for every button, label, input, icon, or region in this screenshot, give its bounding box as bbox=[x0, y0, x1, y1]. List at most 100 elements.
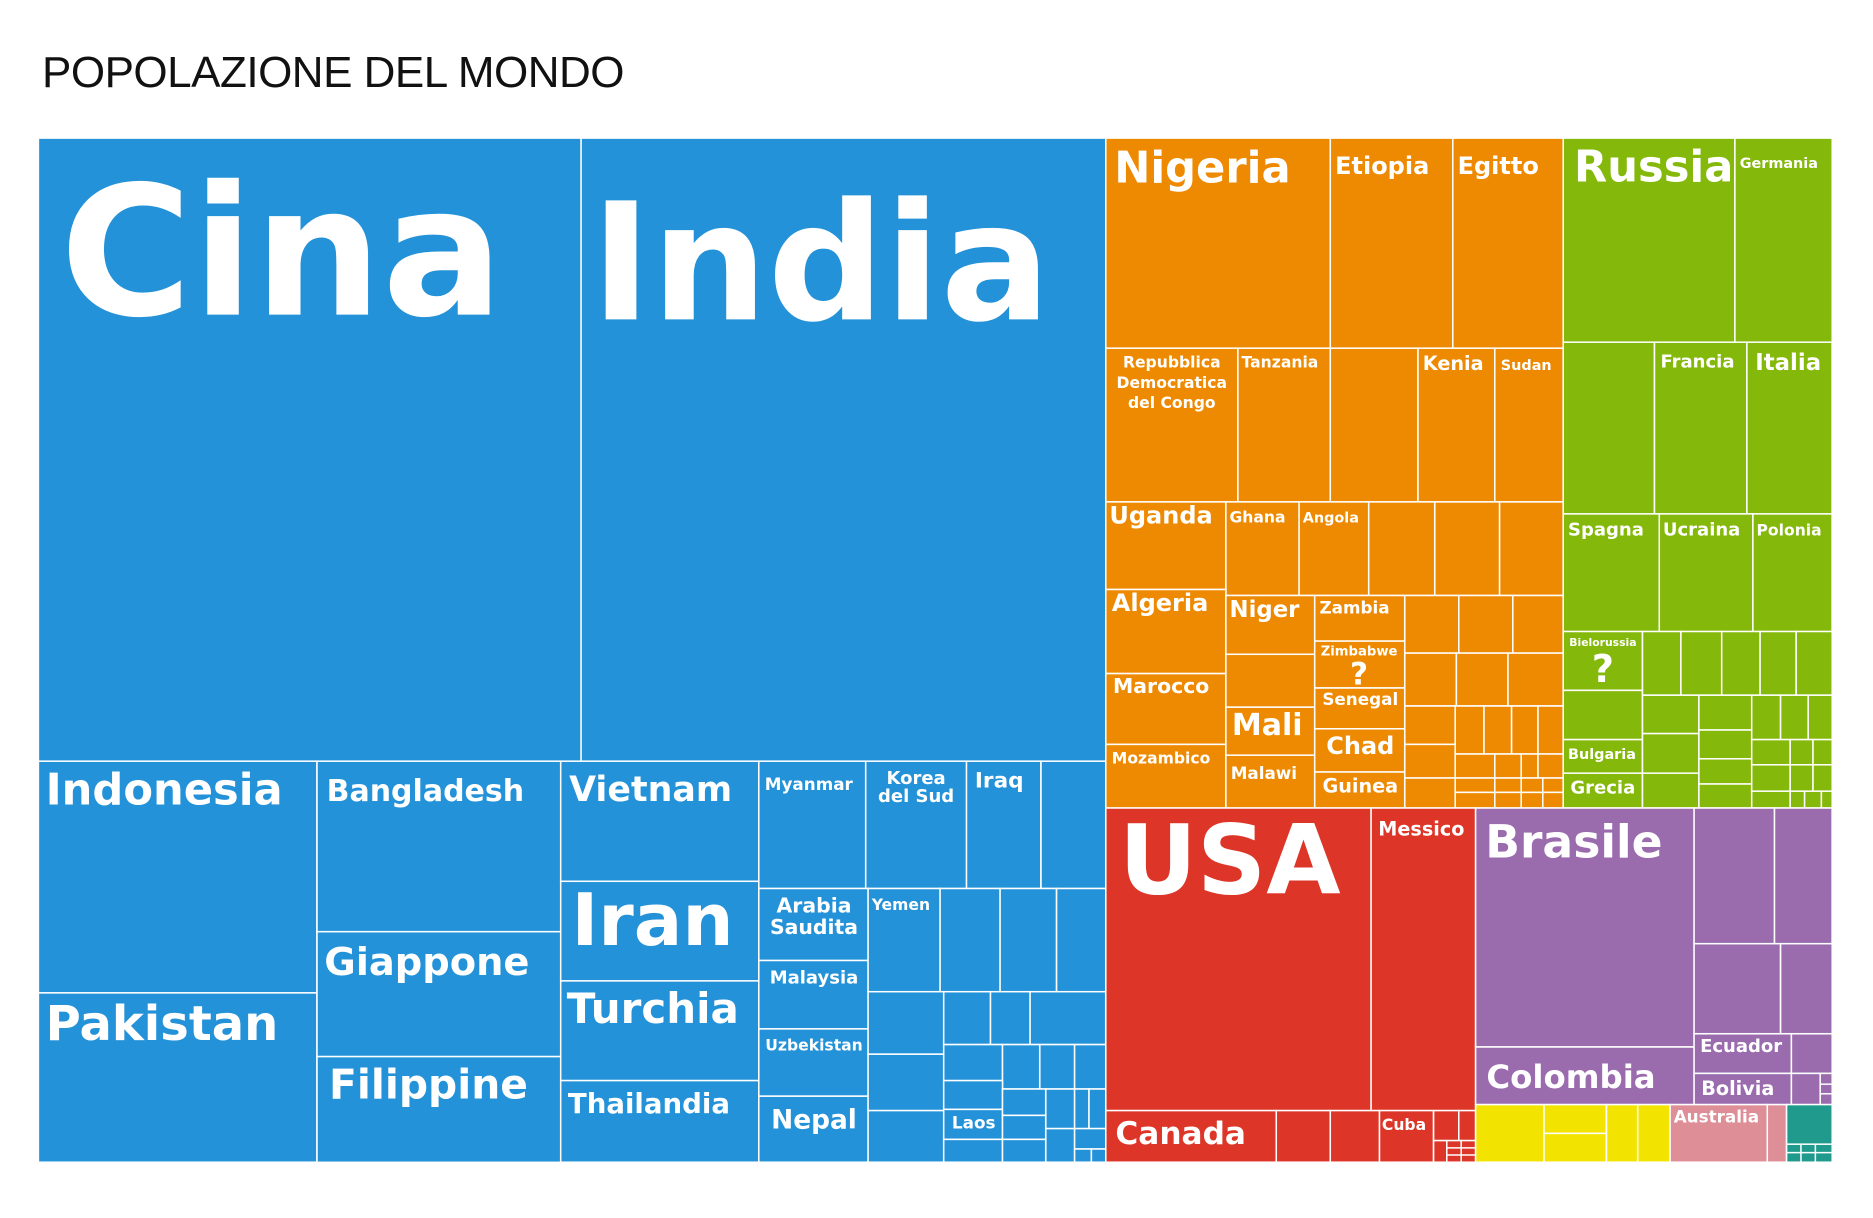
cell-bulgaria bbox=[1562, 738, 1644, 774]
country-label: Nepal bbox=[771, 1105, 857, 1136]
cell-africa-small bbox=[1454, 705, 1485, 755]
cell-asia-small bbox=[942, 1138, 1004, 1163]
cell-nepal bbox=[758, 1095, 869, 1163]
country-label: Canada bbox=[1115, 1116, 1246, 1152]
country-label: Guinea bbox=[1322, 774, 1398, 797]
cell-zimbabwe bbox=[1313, 640, 1406, 689]
cell-asia-small bbox=[942, 1079, 1004, 1111]
cell-uzbekistan bbox=[758, 1028, 869, 1097]
cell-asia-small bbox=[1088, 1088, 1107, 1130]
cell-africa-small bbox=[1404, 777, 1456, 809]
cell-oceania-small bbox=[1766, 1103, 1788, 1163]
country-label: Mali bbox=[1232, 708, 1303, 743]
cell-sa-small bbox=[1773, 807, 1833, 945]
country-label: Bolivia bbox=[1701, 1077, 1774, 1100]
cell-europe-small bbox=[1750, 790, 1791, 809]
cell-asia-small bbox=[989, 990, 1031, 1046]
cell-germania bbox=[1734, 137, 1833, 343]
country-label: Senegal bbox=[1322, 689, 1398, 709]
country-label: Ecuador bbox=[1700, 1036, 1782, 1057]
cell-africa-small bbox=[1537, 705, 1564, 755]
country-label: Arabia bbox=[777, 894, 852, 918]
cell-korea bbox=[864, 760, 968, 890]
cell-africa-small bbox=[1520, 777, 1544, 794]
cell-india bbox=[580, 137, 1107, 762]
cell-spagna bbox=[1562, 513, 1661, 633]
country-label: USA bbox=[1119, 804, 1341, 916]
cell-canada bbox=[1105, 1109, 1278, 1163]
cell-asia-small bbox=[1029, 990, 1107, 1046]
cell-sa-small bbox=[1779, 942, 1833, 1035]
cell-europe-small bbox=[1698, 783, 1753, 809]
cell-asia-small bbox=[1001, 1114, 1047, 1141]
country-label: Kenia bbox=[1423, 352, 1484, 375]
cell-africa-small bbox=[1494, 791, 1522, 809]
cell-africa-small bbox=[1454, 753, 1496, 779]
country-label: Etiopia bbox=[1335, 152, 1429, 180]
cell-angola bbox=[1298, 501, 1370, 597]
cell-sa-small bbox=[1790, 1072, 1821, 1106]
cell-africa-small bbox=[1542, 791, 1564, 809]
country-label: Messico bbox=[1378, 818, 1464, 841]
cell-malaysia bbox=[758, 959, 869, 1030]
country-label: Mozambico bbox=[1112, 750, 1211, 768]
country-label: Bulgaria bbox=[1568, 747, 1636, 763]
country-label: Iran bbox=[572, 878, 734, 962]
cell-nigeria bbox=[1105, 137, 1332, 349]
country-label: Malawi bbox=[1231, 763, 1297, 783]
country-label: Colombia bbox=[1486, 1058, 1655, 1096]
cell-europe-small bbox=[1641, 694, 1700, 735]
cell-africa-small bbox=[1498, 501, 1564, 597]
cell-egitto bbox=[1452, 137, 1565, 349]
cell-africa-small bbox=[1458, 594, 1514, 654]
cell-algeria bbox=[1105, 588, 1227, 675]
cell-africa-small bbox=[1329, 347, 1419, 503]
cell-sa-small bbox=[1693, 942, 1782, 1035]
cell-etiopia bbox=[1329, 137, 1454, 349]
cell-asia-small bbox=[942, 1043, 1004, 1082]
cell-africa-small bbox=[1225, 653, 1316, 708]
country-label: Niger bbox=[1230, 597, 1301, 623]
country-label: India bbox=[591, 167, 1051, 358]
country-label: Grecia bbox=[1570, 778, 1635, 799]
cell-polonia bbox=[1752, 513, 1833, 633]
cell-italia bbox=[1746, 341, 1833, 515]
cell-africa-small bbox=[1404, 743, 1456, 779]
cell-africa-small bbox=[1404, 652, 1458, 707]
cell-africa-small bbox=[1542, 777, 1564, 794]
cell-europe-small bbox=[1812, 738, 1833, 766]
cell-filippine bbox=[316, 1055, 562, 1164]
cell-europe-small bbox=[1641, 630, 1682, 696]
cell-africa-small bbox=[1507, 652, 1564, 707]
cell-asia-small bbox=[1073, 1043, 1107, 1090]
country-label: Cina bbox=[60, 149, 504, 358]
country-label: Indonesia bbox=[46, 765, 283, 815]
cell-europe-small bbox=[1812, 764, 1833, 792]
cell-congo bbox=[1105, 347, 1239, 503]
cell-cuba bbox=[1378, 1109, 1435, 1163]
cell-asia-small bbox=[1040, 760, 1107, 890]
cell-africa-small bbox=[1455, 652, 1509, 707]
cell-africa-small bbox=[1537, 753, 1564, 779]
cell-africa-small bbox=[1494, 753, 1522, 779]
cell-usa bbox=[1105, 807, 1372, 1112]
country-label: Turchia bbox=[567, 984, 739, 1033]
cell-brasile bbox=[1474, 807, 1695, 1048]
cell-asia-small bbox=[1073, 1088, 1090, 1130]
cell-cina bbox=[37, 137, 582, 762]
cell-europe-small bbox=[1789, 790, 1806, 809]
cell-na-small bbox=[1446, 1139, 1462, 1163]
cell-africa-small bbox=[1367, 501, 1436, 597]
cell-asia-small bbox=[1045, 1127, 1076, 1163]
country-label: Pakistan bbox=[46, 996, 279, 1052]
cell-asia-small bbox=[1073, 1127, 1107, 1150]
country-label: Australia bbox=[1674, 1107, 1759, 1127]
country-label: Iraq bbox=[975, 769, 1024, 794]
country-label: Spagna bbox=[1568, 520, 1644, 541]
country-label: Italia bbox=[1755, 350, 1821, 376]
cell-africa-small bbox=[1454, 777, 1496, 794]
cell-senegal bbox=[1313, 687, 1406, 730]
cell-africa-small bbox=[1454, 791, 1496, 809]
country-label: Thailandia bbox=[568, 1087, 730, 1120]
